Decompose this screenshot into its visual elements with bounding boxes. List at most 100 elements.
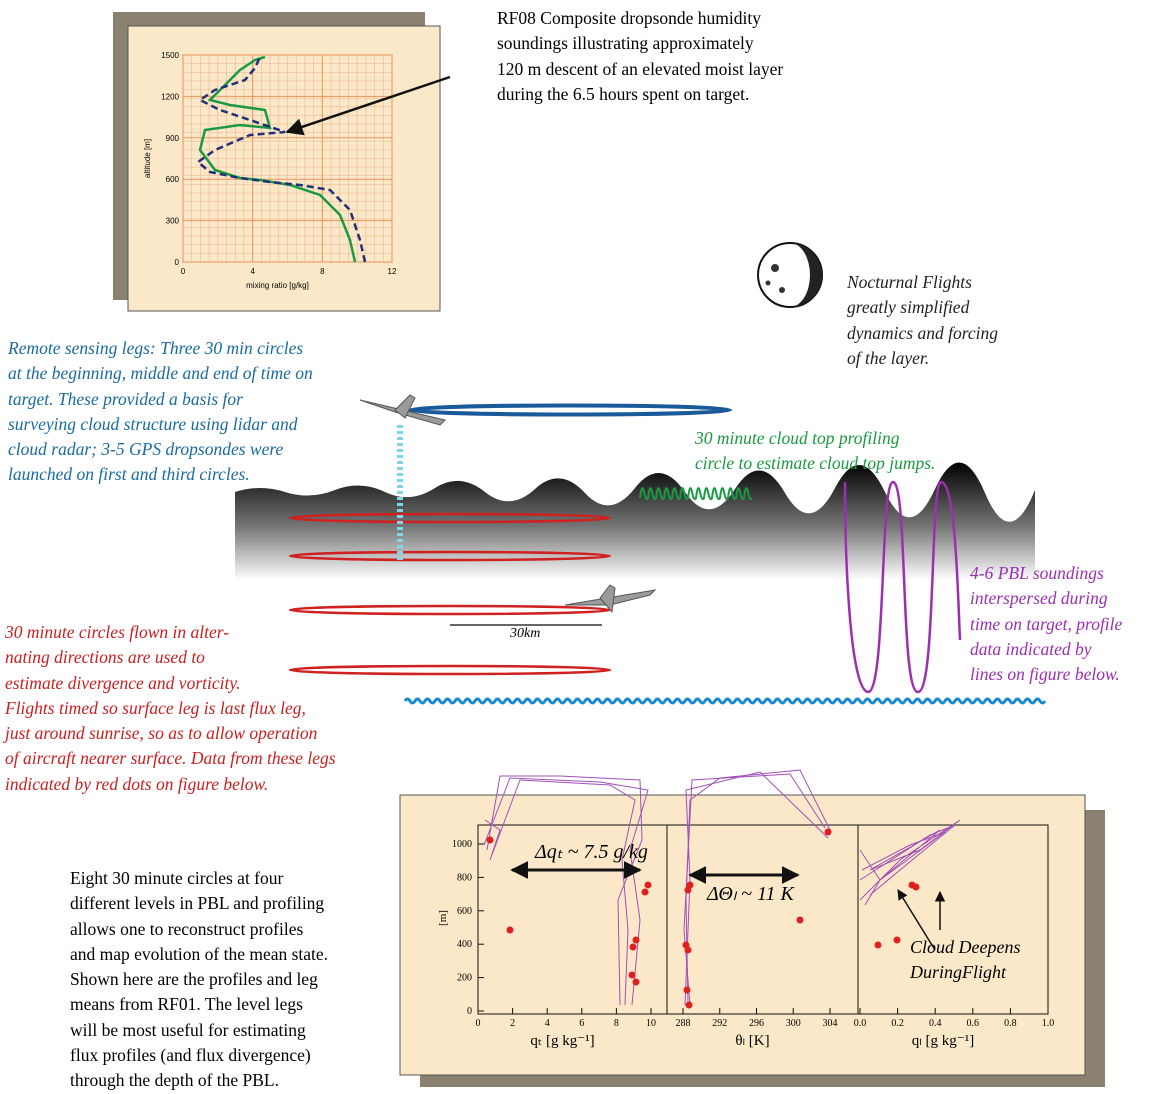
- text-line: 30 minute cloud top profiling: [695, 426, 935, 451]
- leg-mean: [825, 829, 832, 836]
- text-line: cloud radar; 3-5 GPS dropsondes were: [8, 437, 313, 462]
- text-line: of aircraft nearer surface. Data from th…: [5, 746, 336, 771]
- x-tick-label: 4: [250, 267, 255, 276]
- leg-mean: [507, 927, 514, 934]
- text-line: will be most useful for estimating: [70, 1018, 328, 1043]
- text-line: soundings illustrating approximately: [497, 31, 783, 56]
- text-line: of the layer.: [847, 346, 998, 371]
- annotation: Δqₜ ~ 7.5 g/kg: [534, 841, 648, 863]
- leg-mean: [685, 887, 692, 894]
- remote-sensing-note: Remote sensing legs: Three 30 min circle…: [8, 336, 313, 488]
- x-tick-label: 12: [388, 267, 397, 276]
- annotation: ΔΘₗ ~ 11 K: [706, 883, 795, 905]
- text-line: estimate divergence and vorticity.: [5, 671, 336, 696]
- x-tick-label: 1.0: [1042, 1018, 1055, 1029]
- y-axis-label: [m]: [437, 910, 449, 926]
- text-line: Eight 30 minute circles at four: [70, 866, 328, 891]
- leg-mean: [645, 882, 652, 889]
- remote-sensing-circle: [410, 406, 730, 415]
- x-tick-label: 296: [749, 1018, 764, 1029]
- text-line: means from RF01. The level legs: [70, 992, 328, 1017]
- x-tick-label: 0.6: [967, 1018, 980, 1029]
- x-axis-label: θₗ [K]: [735, 1033, 769, 1049]
- leg-mean: [684, 987, 691, 994]
- x-tick-label: 6: [579, 1018, 584, 1029]
- text-line: Remote sensing legs: Three 30 min circle…: [8, 336, 313, 361]
- x-tick-label: 292: [712, 1018, 727, 1029]
- leg-mean: [633, 979, 640, 986]
- text-line: flux profiles (and flux divergence): [70, 1043, 328, 1068]
- x-axis-label: mixing ratio [g/kg]: [246, 281, 309, 290]
- crater: [771, 264, 779, 272]
- leg-mean: [683, 942, 690, 949]
- y-tick-label: 200: [457, 973, 472, 984]
- y-tick-label: 600: [457, 906, 472, 917]
- x-tick-label: 8: [614, 1018, 619, 1029]
- x-tick-label: 8: [320, 267, 325, 276]
- text-line: indicated by red dots on figure below.: [5, 772, 336, 797]
- leg-mean: [913, 884, 920, 891]
- y-axis-label: altitude [m]: [143, 139, 152, 178]
- x-tick-label: 288: [676, 1018, 691, 1029]
- text-line: 120 m descent of an elevated moist layer: [497, 57, 783, 82]
- text-line: interspersed during: [970, 586, 1122, 611]
- text-line: Nocturnal Flights: [847, 270, 998, 295]
- text-line: lines on figure below.: [970, 662, 1122, 687]
- text-line: different levels in PBL and profiling: [70, 891, 328, 916]
- y-tick-label: 400: [457, 939, 472, 950]
- x-tick-label: 0.2: [891, 1018, 904, 1029]
- x-tick-label: 0.4: [929, 1018, 942, 1029]
- text-line: Flights timed so surface leg is last flu…: [5, 696, 336, 721]
- scale-label: 30km: [510, 625, 540, 643]
- y-tick-label: 0: [467, 1006, 472, 1017]
- text-line: surveying cloud structure using lidar an…: [8, 412, 313, 437]
- x-tick-label: 10: [646, 1018, 656, 1029]
- x-tick-label: 300: [786, 1018, 801, 1029]
- leg-mean: [875, 942, 882, 949]
- text-line: allows one to reconstruct profiles: [70, 917, 328, 942]
- leg-mean: [633, 937, 640, 944]
- text-line: 30 minute circles flown in alter-: [5, 620, 336, 645]
- leg-mean: [629, 972, 636, 979]
- x-axis-label: qₜ [g kg⁻¹]: [530, 1033, 594, 1049]
- x-tick-label: 0.0: [854, 1018, 867, 1029]
- text-line: at the beginning, middle and end of time…: [8, 361, 313, 386]
- crater: [766, 281, 771, 286]
- text-line: nating directions are used to: [5, 645, 336, 670]
- y-tick-label: 1000: [452, 839, 472, 850]
- text-line: during the 6.5 hours spent on target.: [497, 82, 783, 107]
- text-line: 4-6 PBL soundings: [970, 561, 1122, 586]
- annotation: DuringFlight: [909, 962, 1007, 982]
- y-tick-label: 0: [175, 258, 180, 267]
- flux-circle: [290, 666, 610, 674]
- text-line: through the depth of the PBL.: [70, 1068, 328, 1093]
- x-tick-label: 0.8: [1004, 1018, 1017, 1029]
- sea-surface: [405, 699, 1045, 703]
- flux-circle: [290, 606, 610, 614]
- text-line: time on target, profile: [970, 612, 1122, 637]
- text-line: greatly simplified: [847, 295, 998, 320]
- y-tick-label: 800: [457, 872, 472, 883]
- leg-mean: [894, 937, 901, 944]
- x-tick-label: 0: [476, 1018, 481, 1029]
- y-tick-label: 300: [166, 217, 180, 226]
- leg-mean: [630, 944, 637, 951]
- leg-mean: [686, 1002, 693, 1009]
- leg-mean: [797, 917, 804, 924]
- circles-note: 30 minute circles flown in alter-nating …: [5, 620, 336, 797]
- text-line: circle to estimate cloud top jumps.: [695, 451, 935, 476]
- text-line: target. These provided a basis for: [8, 387, 313, 412]
- x-axis-label: qₗ [g kg⁻¹]: [912, 1033, 974, 1049]
- y-tick-label: 1200: [161, 92, 179, 101]
- y-tick-label: 600: [166, 175, 180, 184]
- text-line: and map evolution of the mean state.: [70, 942, 328, 967]
- text-line: Shown here are the profiles and leg: [70, 967, 328, 992]
- y-tick-label: 900: [166, 134, 180, 143]
- text-line: dynamics and forcing: [847, 321, 998, 346]
- x-tick-label: 4: [545, 1018, 550, 1029]
- x-tick-label: 2: [510, 1018, 515, 1029]
